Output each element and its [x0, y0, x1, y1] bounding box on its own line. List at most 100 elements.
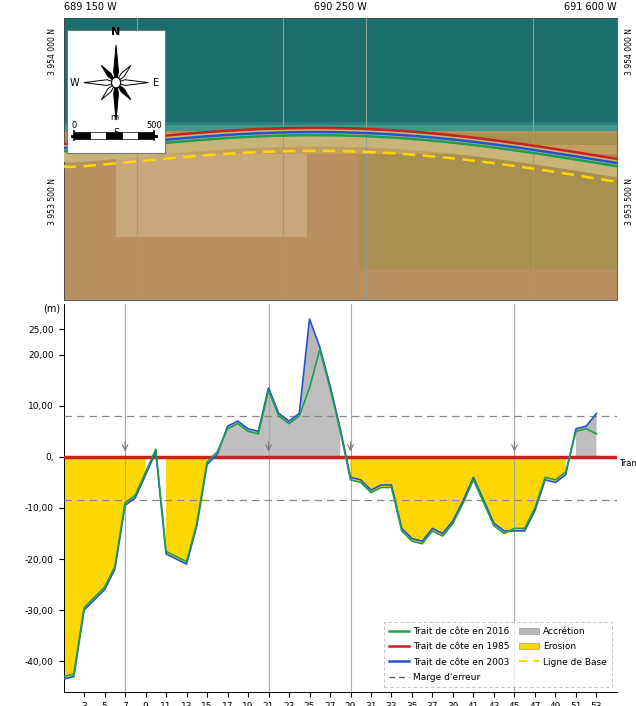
Polygon shape — [271, 131, 273, 146]
Polygon shape — [389, 132, 391, 148]
Polygon shape — [239, 132, 241, 148]
Polygon shape — [173, 137, 175, 152]
Text: 500: 500 — [146, 121, 162, 131]
Polygon shape — [251, 131, 252, 148]
Polygon shape — [195, 135, 197, 151]
Polygon shape — [395, 133, 397, 148]
Polygon shape — [322, 130, 324, 145]
Polygon shape — [277, 131, 279, 146]
Polygon shape — [473, 140, 474, 155]
Polygon shape — [158, 138, 160, 154]
Polygon shape — [602, 159, 604, 174]
Polygon shape — [66, 146, 67, 162]
Polygon shape — [102, 143, 104, 160]
Polygon shape — [219, 133, 221, 149]
Polygon shape — [321, 130, 322, 145]
Polygon shape — [528, 147, 530, 163]
Polygon shape — [226, 133, 228, 148]
Polygon shape — [604, 159, 606, 175]
Polygon shape — [99, 144, 100, 160]
Polygon shape — [139, 140, 141, 156]
Polygon shape — [410, 133, 411, 150]
Polygon shape — [613, 160, 615, 176]
Polygon shape — [300, 130, 302, 145]
Polygon shape — [214, 133, 216, 150]
Text: 691 600 W: 691 600 W — [564, 2, 617, 12]
Polygon shape — [198, 135, 200, 150]
Polygon shape — [582, 155, 584, 172]
Polygon shape — [315, 130, 317, 145]
Polygon shape — [519, 145, 521, 162]
Polygon shape — [297, 130, 299, 145]
Polygon shape — [413, 134, 415, 150]
Polygon shape — [287, 130, 289, 146]
Polygon shape — [471, 139, 473, 155]
Polygon shape — [73, 146, 74, 162]
Polygon shape — [245, 132, 247, 148]
Polygon shape — [155, 138, 156, 155]
Polygon shape — [258, 131, 259, 147]
Polygon shape — [493, 142, 495, 158]
Polygon shape — [365, 131, 367, 147]
Polygon shape — [319, 130, 321, 145]
Polygon shape — [397, 133, 399, 148]
Polygon shape — [421, 134, 422, 150]
Polygon shape — [543, 149, 545, 165]
Polygon shape — [360, 131, 361, 147]
Polygon shape — [363, 131, 365, 147]
Polygon shape — [216, 133, 218, 149]
Polygon shape — [135, 140, 137, 156]
Polygon shape — [595, 157, 597, 174]
Polygon shape — [119, 142, 121, 158]
Bar — [64, 18, 617, 131]
Polygon shape — [373, 131, 375, 147]
Polygon shape — [485, 141, 487, 157]
Polygon shape — [548, 150, 550, 166]
Polygon shape — [193, 135, 195, 151]
Polygon shape — [261, 131, 263, 147]
Polygon shape — [343, 131, 345, 146]
Polygon shape — [64, 145, 66, 162]
Polygon shape — [489, 142, 491, 157]
Polygon shape — [230, 133, 232, 148]
Polygon shape — [536, 148, 537, 164]
Polygon shape — [132, 140, 134, 157]
Polygon shape — [247, 131, 249, 148]
Polygon shape — [600, 158, 602, 174]
Polygon shape — [106, 143, 108, 159]
Polygon shape — [306, 130, 308, 145]
Polygon shape — [534, 148, 536, 164]
Polygon shape — [436, 136, 438, 152]
Polygon shape — [569, 153, 570, 169]
Polygon shape — [497, 143, 499, 159]
Polygon shape — [210, 134, 212, 150]
Polygon shape — [299, 130, 300, 145]
Polygon shape — [458, 138, 460, 154]
Polygon shape — [100, 144, 102, 160]
Bar — [64, 126, 617, 138]
Polygon shape — [499, 143, 501, 159]
Polygon shape — [391, 132, 393, 148]
Polygon shape — [293, 130, 295, 146]
Polygon shape — [501, 143, 502, 159]
Polygon shape — [93, 144, 95, 160]
Polygon shape — [202, 134, 204, 150]
Polygon shape — [441, 136, 443, 152]
Text: Transect: Transect — [619, 460, 636, 468]
Polygon shape — [291, 130, 293, 146]
Text: 0: 0 — [72, 121, 77, 131]
Polygon shape — [606, 159, 607, 175]
Polygon shape — [456, 138, 458, 154]
Polygon shape — [443, 136, 445, 152]
Polygon shape — [467, 139, 469, 155]
Polygon shape — [254, 131, 256, 147]
Polygon shape — [232, 133, 234, 148]
Polygon shape — [615, 161, 617, 176]
Polygon shape — [67, 146, 69, 162]
Polygon shape — [611, 160, 613, 176]
Polygon shape — [584, 155, 586, 172]
Polygon shape — [153, 138, 155, 155]
Polygon shape — [190, 136, 191, 151]
Polygon shape — [563, 152, 565, 168]
Bar — [359, 133, 617, 269]
